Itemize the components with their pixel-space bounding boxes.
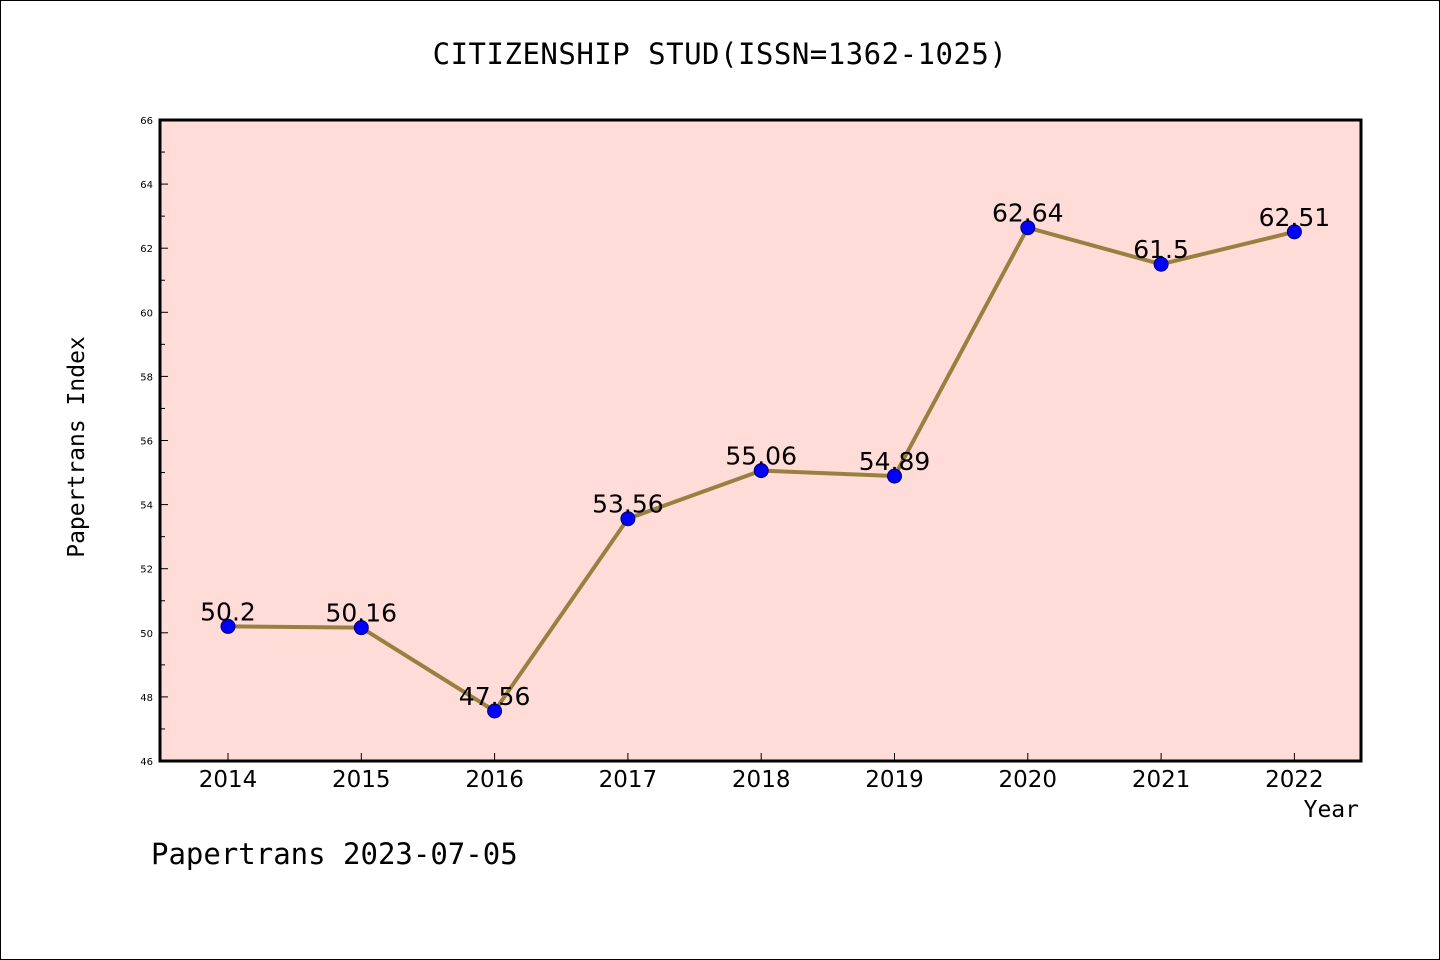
data-point-label: 47.56 <box>459 682 531 711</box>
data-point-marker <box>753 463 769 479</box>
data-point-marker <box>1286 224 1302 240</box>
x-tick-label: 2014 <box>199 767 258 793</box>
x-tick-label: 2020 <box>999 767 1058 793</box>
data-point-marker <box>1020 220 1036 236</box>
data-point-label: 53.56 <box>592 490 664 519</box>
data-point-marker <box>1153 256 1169 272</box>
y-tick-label: 48 <box>140 693 153 704</box>
data-point-marker <box>887 468 902 484</box>
data-point-marker <box>220 618 236 634</box>
data-point-label: 61.5 <box>1133 235 1189 264</box>
y-tick-label: 52 <box>140 565 153 576</box>
x-tick-label: 2022 <box>1265 767 1324 793</box>
y-tick-label: 60 <box>140 308 153 319</box>
x-tick-label: 2017 <box>599 767 658 793</box>
data-point-label: 55.06 <box>725 442 797 471</box>
x-tick-label: 2021 <box>1132 767 1191 793</box>
x-tick-label: 2016 <box>465 767 524 793</box>
plot-area-background <box>160 120 1361 761</box>
y-tick-label: 46 <box>140 757 153 768</box>
y-tick-label: 58 <box>140 372 153 383</box>
data-point-marker <box>487 703 503 719</box>
data-point-marker <box>353 620 369 636</box>
x-tick-label: 2019 <box>865 767 924 793</box>
data-point-label: 62.64 <box>992 199 1064 228</box>
data-point-label: 54.89 <box>859 447 931 476</box>
x-axis-label: Year <box>1303 797 1359 823</box>
plot-area-frame <box>158 118 1363 763</box>
chart-title: CITIZENSHIP STUD(ISSN=1362-1025) <box>432 37 1008 71</box>
y-tick-label: 54 <box>140 501 153 512</box>
y-tick-label: 56 <box>140 437 153 448</box>
y-tick-label: 64 <box>140 180 153 191</box>
footer-credit: Papertrans 2023-07-05 <box>151 837 518 871</box>
y-tick-label: 62 <box>140 244 153 255</box>
y-tick-label: 66 <box>140 116 153 127</box>
data-point-label: 50.16 <box>326 599 398 628</box>
x-tick-label: 2018 <box>732 767 791 793</box>
data-point-marker <box>620 511 636 527</box>
data-point-label: 50.2 <box>200 597 256 626</box>
x-tick-label: 2015 <box>332 767 391 793</box>
y-tick-label: 50 <box>140 629 153 640</box>
data-point-label: 62.51 <box>1259 203 1331 232</box>
